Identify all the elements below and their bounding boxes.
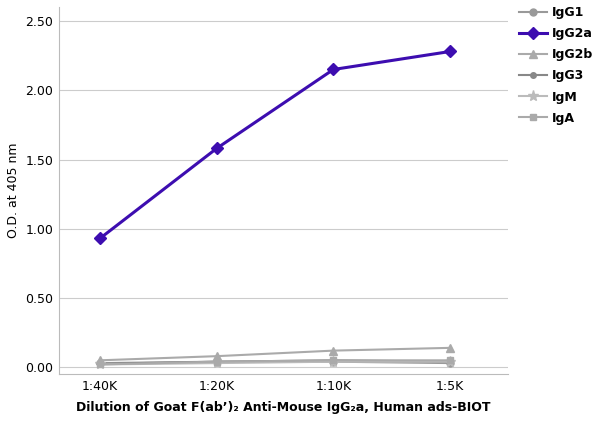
IgG2a (446, 49, 454, 54)
IgA (97, 362, 104, 367)
Line: IgG1: IgG1 (97, 358, 454, 367)
IgG3 (446, 359, 454, 364)
IgG1 (213, 359, 220, 364)
IgG3 (213, 359, 220, 364)
IgG2b (446, 345, 454, 350)
IgM (446, 359, 454, 364)
IgG3 (97, 361, 104, 366)
IgG2a (213, 146, 220, 151)
IgG2b (97, 358, 104, 363)
IgA (446, 358, 454, 363)
Line: IgA: IgA (97, 357, 454, 368)
Line: IgG3: IgG3 (97, 357, 453, 367)
IgG3 (330, 358, 337, 363)
Line: IgG2b: IgG2b (96, 344, 454, 365)
IgG1 (330, 359, 337, 364)
Line: IgG2a: IgG2a (96, 47, 454, 242)
IgG2b (213, 354, 220, 359)
IgG2b (330, 348, 337, 353)
X-axis label: Dilution of Goat F(ab’)₂ Anti-Mouse IgG₂a, Human ads-BIOT: Dilution of Goat F(ab’)₂ Anti-Mouse IgG₂… (76, 401, 491, 414)
IgM (330, 359, 337, 364)
IgG1 (446, 360, 454, 365)
IgM (213, 360, 220, 365)
IgM (97, 362, 104, 367)
IgG1 (97, 360, 104, 365)
Legend: IgG1, IgG2a, IgG2b, IgG3, IgM, IgA: IgG1, IgG2a, IgG2b, IgG3, IgM, IgA (519, 6, 593, 125)
IgG2a (97, 236, 104, 241)
Y-axis label: O.D. at 405 nm: O.D. at 405 nm (7, 143, 20, 238)
IgA (213, 359, 220, 364)
Line: IgM: IgM (94, 356, 455, 370)
IgA (330, 358, 337, 363)
IgG2a (330, 67, 337, 72)
